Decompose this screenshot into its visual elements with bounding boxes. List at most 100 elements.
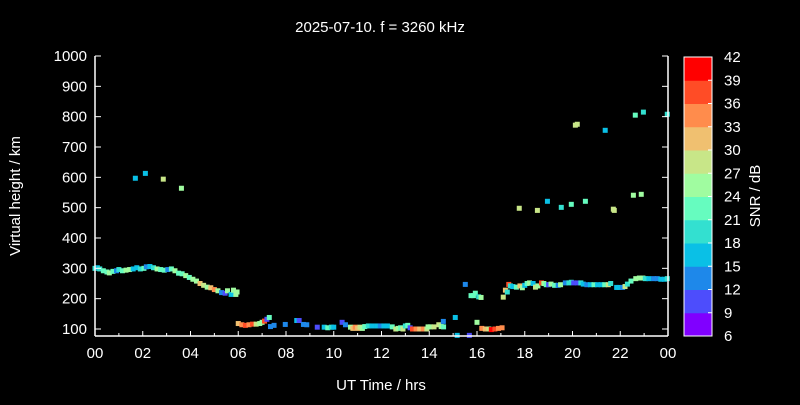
data-point [568,201,574,207]
data-point [246,322,252,328]
data-point [548,281,554,287]
axes: 00 02 04 06 08 10 12 14 16 18 20 22 0010020030040050… [54,48,677,362]
x-tick-label: 18 [516,345,533,362]
data-point [500,294,506,300]
colorbar-swatch [684,173,712,197]
data-point [381,323,387,329]
data-point [530,281,536,286]
data-point [574,280,580,286]
data-point [132,175,138,181]
data-point [527,280,533,286]
colorbar-swatch [684,196,712,221]
x-tick-label: 22 [612,345,629,362]
data-point [267,324,273,330]
x-tick-label: 02 [134,345,151,362]
data-point [234,289,240,295]
data-point [190,276,196,282]
y-tick-label: 500 [62,200,87,217]
data-point [197,281,203,286]
data-point [339,319,345,325]
data-points [92,109,670,338]
y-tick-label: 100 [62,321,87,338]
data-point [632,112,638,118]
data-point [362,324,368,330]
data-point [142,170,148,176]
data-point [452,314,458,320]
data-point [431,324,437,330]
data-point [137,266,143,272]
data-point [611,207,617,213]
chart-title: 2025-07-10. f = 3260 kHz [295,19,465,36]
data-point [183,273,189,279]
data-point [235,321,241,327]
data-point [127,267,133,273]
x-tick-label: 16 [469,345,486,362]
data-point [510,284,516,290]
data-point [215,288,221,294]
data-point [161,267,167,273]
data-point [116,267,122,273]
data-point [321,324,327,330]
colorbar-tick-label: 18 [724,235,741,252]
data-point [365,323,371,329]
colorbar-tick-label: 6 [724,328,732,345]
data-point [239,322,245,328]
data-point [158,267,164,273]
data-point [427,324,433,330]
colorbar-swatch [684,219,712,244]
colorbar-swatch [684,126,712,151]
data-point [143,264,149,270]
data-point [616,284,622,290]
data-point [106,270,112,276]
colorbar-tick-label: 21 [724,212,741,229]
data-point [574,121,580,127]
data-point [534,207,540,213]
data-point [172,268,178,274]
data-point [535,283,541,289]
data-point [325,325,331,331]
data-point [168,266,174,272]
colorbar-swatch [684,80,712,104]
data-point [389,324,395,330]
data-point [165,267,171,273]
data-point [462,281,468,287]
colorbar-swatch [684,289,712,314]
data-point [225,288,231,294]
colorbar-label: SNR / dB [747,165,764,228]
data-point [266,314,272,320]
x-tick-label: 10 [325,345,342,362]
data-point [544,198,550,204]
colorbar: 6 9 12 15 18 21 24 27 30 33 36 39 42 [683,49,741,345]
data-point [630,192,636,198]
data-point [595,282,601,288]
data-point [582,198,588,204]
colorbar-swatch [684,243,712,267]
data-point [304,322,310,328]
colorbar-swatch [684,150,712,174]
colorbar-tick-label: 39 [724,72,741,89]
x-tick-label: 04 [182,345,199,362]
data-point [440,318,446,324]
data-point [211,287,217,293]
data-point [472,290,478,296]
data-point [651,276,657,282]
data-point [633,276,639,282]
data-point [478,294,484,300]
data-point [97,266,103,272]
data-point [640,109,646,115]
data-point [602,127,608,133]
data-point [636,275,642,281]
data-point [584,282,590,288]
data-point [417,326,423,332]
data-point [369,323,375,329]
data-point [134,265,140,271]
data-point [147,264,153,270]
data-point [552,282,558,288]
data-point [504,289,510,295]
data-point [179,271,185,277]
data-point [562,280,568,286]
data-point [420,326,426,332]
data-point [331,324,337,330]
data-point [642,276,648,282]
